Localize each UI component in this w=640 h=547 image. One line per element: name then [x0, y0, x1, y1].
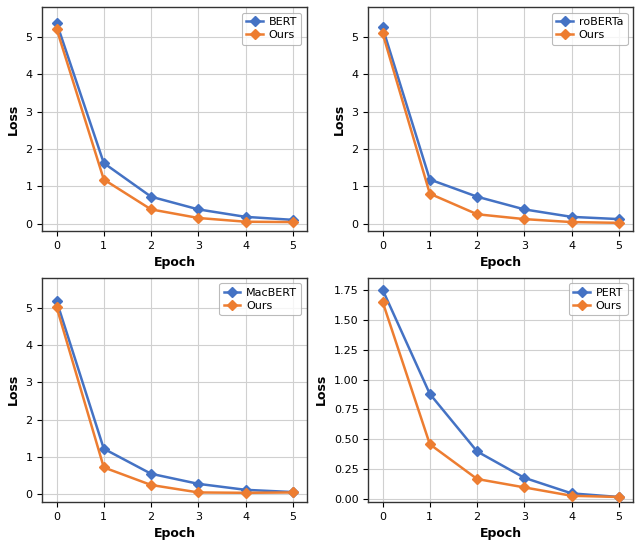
Ours [379, 298, 387, 305]
Ours [289, 219, 297, 225]
X-axis label: Epoch: Epoch [154, 257, 196, 269]
Ours [100, 176, 108, 183]
Line: MacBERT: MacBERT [53, 298, 296, 496]
PERT [615, 494, 623, 501]
Ours [242, 490, 250, 496]
MacBERT [100, 445, 108, 452]
Ours [568, 219, 575, 225]
Y-axis label: Loss: Loss [7, 103, 20, 135]
roBERTa [473, 194, 481, 200]
BERT [52, 19, 60, 26]
Ours [52, 304, 60, 310]
Y-axis label: Loss: Loss [7, 374, 20, 405]
X-axis label: Epoch: Epoch [479, 527, 522, 540]
Ours [147, 482, 155, 488]
BERT [242, 213, 250, 220]
MacBERT [147, 470, 155, 477]
Ours [520, 216, 528, 223]
Line: Ours: Ours [379, 298, 622, 501]
Ours [195, 215, 202, 222]
Ours [615, 494, 623, 501]
PERT [426, 391, 434, 397]
Ours [195, 489, 202, 496]
Ours [473, 476, 481, 482]
Ours [568, 492, 575, 499]
Line: PERT: PERT [379, 286, 622, 501]
Ours [379, 30, 387, 36]
Line: Ours: Ours [53, 25, 296, 225]
PERT [568, 490, 575, 497]
PERT [520, 475, 528, 481]
PERT [379, 287, 387, 293]
Ours [426, 190, 434, 197]
roBERTa [426, 176, 434, 183]
MacBERT [195, 481, 202, 487]
Ours [289, 489, 297, 496]
BERT [100, 160, 108, 166]
Ours [520, 484, 528, 491]
Ours [242, 218, 250, 225]
X-axis label: Epoch: Epoch [154, 527, 196, 540]
MacBERT [289, 489, 297, 496]
Line: Ours: Ours [379, 30, 622, 226]
Legend: BERT, Ours: BERT, Ours [242, 13, 301, 45]
Ours [473, 211, 481, 218]
roBERTa [568, 213, 575, 220]
Ours [52, 25, 60, 32]
Legend: roBERTa, Ours: roBERTa, Ours [552, 13, 627, 45]
roBERTa [615, 216, 623, 223]
Line: roBERTa: roBERTa [379, 24, 622, 223]
X-axis label: Epoch: Epoch [479, 257, 522, 269]
Legend: MacBERT, Ours: MacBERT, Ours [220, 283, 301, 316]
Legend: PERT, Ours: PERT, Ours [569, 283, 627, 316]
Y-axis label: Loss: Loss [333, 103, 346, 135]
BERT [289, 217, 297, 223]
roBERTa [379, 24, 387, 31]
Ours [426, 441, 434, 447]
Y-axis label: Loss: Loss [316, 374, 328, 405]
Line: Ours: Ours [53, 304, 296, 496]
Ours [147, 206, 155, 213]
BERT [147, 194, 155, 200]
MacBERT [242, 486, 250, 493]
MacBERT [52, 298, 60, 304]
PERT [473, 448, 481, 455]
roBERTa [520, 206, 528, 213]
Line: BERT: BERT [53, 19, 296, 223]
BERT [195, 206, 202, 213]
Ours [615, 219, 623, 226]
Ours [100, 464, 108, 471]
